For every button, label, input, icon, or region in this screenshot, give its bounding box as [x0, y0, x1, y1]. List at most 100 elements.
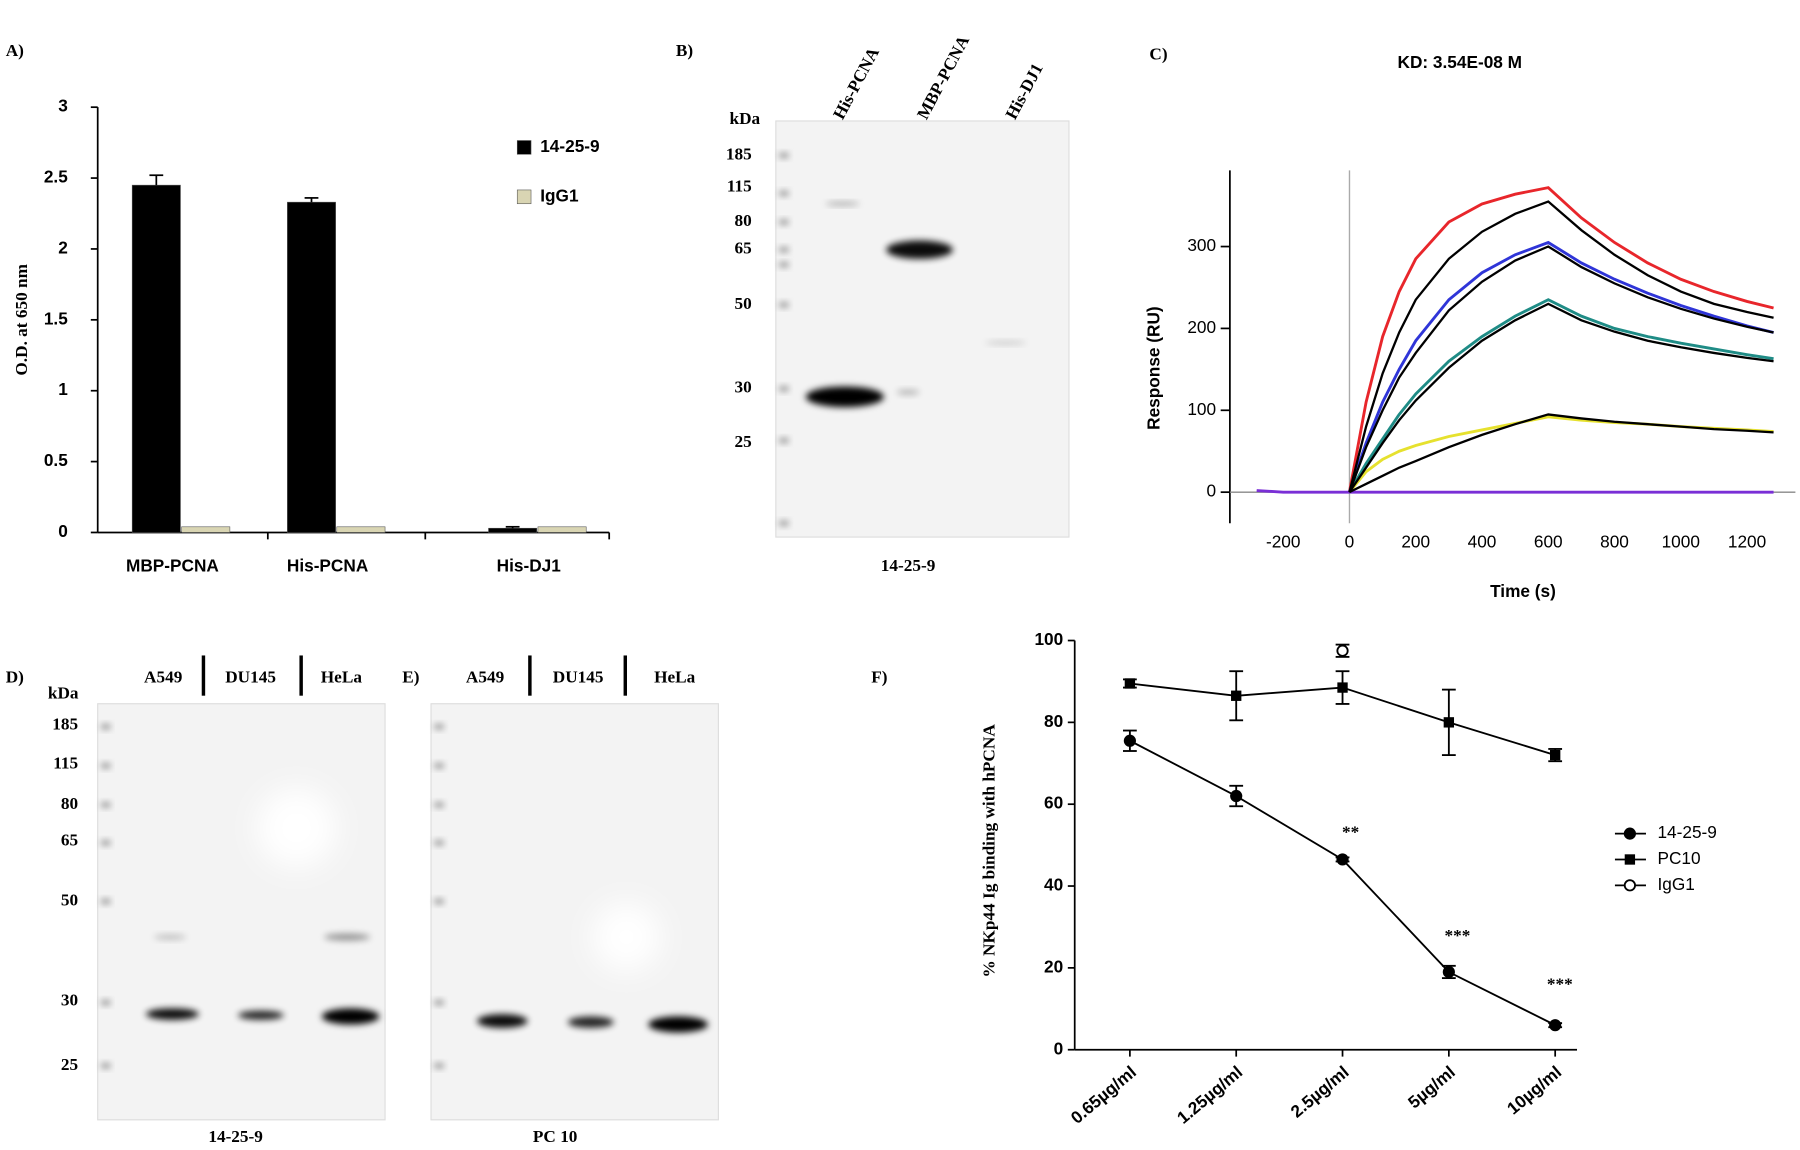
legend-label: PC10 — [1657, 848, 1700, 868]
ladder-band — [434, 1063, 444, 1069]
sensorgram-line — [1348, 302, 1774, 493]
marker-label: 115 — [727, 177, 752, 196]
ladder-band — [779, 247, 789, 253]
marker-label: 65 — [61, 831, 78, 850]
point — [1124, 678, 1136, 689]
point — [1337, 682, 1348, 693]
marker-label: 25 — [734, 432, 751, 451]
sensorgram-line — [1348, 200, 1774, 493]
lane-label: A549 — [466, 667, 504, 686]
x-tick-label: 800 — [1600, 531, 1629, 551]
marker-label: 185 — [726, 144, 752, 163]
y-tick-label: 2 — [58, 237, 68, 257]
y-axis-label: O.D. at 650 nm — [12, 263, 31, 375]
point — [1624, 854, 1636, 865]
ladder-band — [779, 520, 789, 526]
sensorgram-line — [1348, 240, 1774, 493]
protein-band — [237, 1010, 284, 1020]
x-axis-label: Time (s) — [1490, 581, 1556, 601]
point — [1550, 749, 1561, 761]
blot-caption: 14-25-9 — [208, 1127, 263, 1146]
protein-band — [154, 934, 187, 940]
ladder-band — [779, 386, 789, 392]
point — [1336, 644, 1349, 657]
x-tick-label: -200 — [1266, 531, 1301, 551]
lane-label: HeLa — [654, 667, 696, 686]
ladder-band — [434, 899, 444, 904]
y-tick-label: 2.5 — [44, 167, 68, 187]
y-tick-label: 3 — [58, 96, 68, 116]
panel-label: A) — [6, 41, 24, 60]
lane-label: DU145 — [553, 667, 604, 686]
blot-caption: PC 10 — [533, 1127, 578, 1146]
y-tick-label: 60 — [1044, 793, 1063, 813]
ladder-band — [779, 438, 789, 443]
panel-label: B) — [676, 41, 693, 60]
y-tick-label: 300 — [1187, 235, 1216, 255]
bar — [488, 527, 538, 533]
blot-glow — [256, 787, 337, 869]
bar — [336, 526, 386, 533]
y-tick-label: 20 — [1044, 956, 1063, 976]
annotation: *** — [1547, 974, 1573, 993]
marker-label: 80 — [734, 211, 751, 230]
sensorgram-line — [1348, 245, 1774, 493]
panel-label: D) — [6, 667, 24, 686]
blot-membrane — [775, 120, 1070, 538]
marker-label: 30 — [734, 378, 751, 397]
blot-membrane — [97, 703, 386, 1121]
marker-label: 65 — [734, 239, 751, 258]
ladder-band — [101, 1063, 111, 1069]
point — [1336, 853, 1349, 866]
bar — [131, 184, 181, 533]
protein-band — [324, 933, 371, 941]
blot-glow — [591, 902, 661, 972]
chart-title: KD: 3.54E-08 M — [1398, 52, 1523, 72]
ladder-band — [779, 191, 789, 196]
x-tick-label: 1.25µg/ml — [1173, 1062, 1246, 1128]
ladder-band — [434, 840, 444, 846]
lane-label: His-DJ1 — [1002, 60, 1047, 122]
legend-label: IgG1 — [540, 185, 579, 205]
point — [1230, 789, 1243, 803]
panel-label: F) — [871, 667, 887, 686]
x-tick-label: 2.5µg/ml — [1287, 1062, 1353, 1122]
lane-label: MBP-PCNA — [913, 32, 973, 123]
ladder-band — [434, 1000, 444, 1005]
legend-label: 14-25-9 — [1657, 822, 1716, 842]
protein-band — [896, 389, 920, 395]
marker-label: 25 — [61, 1055, 78, 1074]
blot-membrane — [430, 703, 719, 1121]
protein-band — [145, 1008, 199, 1020]
ladder-band — [779, 302, 789, 308]
protein-band — [805, 386, 884, 408]
ladder-band — [101, 840, 111, 846]
ladder-band — [779, 219, 789, 225]
sensorgram-line — [1256, 489, 1774, 494]
bar — [287, 201, 336, 533]
bar — [181, 526, 231, 533]
legend-swatch — [516, 140, 532, 155]
annotation: *** — [1445, 926, 1471, 945]
x-tick-label: 10µg/ml — [1503, 1062, 1565, 1119]
series-line — [1129, 739, 1556, 1026]
legend-swatch — [516, 189, 532, 205]
y-axis-label: Response (RU) — [1144, 306, 1164, 430]
y-tick-label: 100 — [1034, 629, 1063, 649]
y-tick-label: 200 — [1187, 317, 1216, 337]
y-tick-label: 1 — [58, 379, 68, 399]
sensorgram-line — [1348, 186, 1774, 493]
protein-band — [985, 341, 1027, 345]
point — [1231, 690, 1242, 701]
x-tick-label: His-DJ1 — [497, 556, 562, 576]
marker-label: 115 — [53, 754, 78, 773]
y-axis-label: % NKp44 Ig binding with hPCNA — [980, 724, 999, 978]
ladder-band — [779, 153, 789, 158]
lane-label: DU145 — [225, 667, 276, 686]
ladder-band — [101, 1000, 111, 1005]
point — [1623, 879, 1636, 892]
panel-label: C) — [1149, 44, 1167, 63]
x-tick-label: 1000 — [1662, 531, 1700, 551]
